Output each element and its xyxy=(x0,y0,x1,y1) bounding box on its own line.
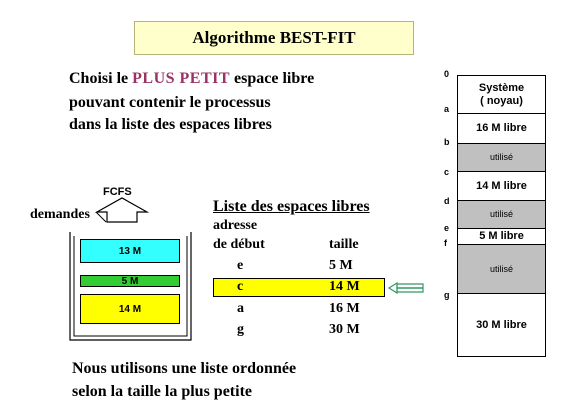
address-label: g xyxy=(444,290,450,300)
row-address: e xyxy=(237,258,244,273)
row-size: 14 M xyxy=(329,279,360,294)
row-size: 30 M xyxy=(329,322,360,337)
row-size: 5 M xyxy=(329,258,353,273)
queue-item: 5 M xyxy=(80,275,180,287)
memory-block-free: 14 M libre xyxy=(457,171,546,201)
memory-block-free: 16 M libre xyxy=(457,113,546,144)
col-header-address: adresse xyxy=(213,218,258,233)
address-label: 0 xyxy=(444,69,450,79)
memory-block-system: Système ( noyau) xyxy=(457,75,546,114)
address-label: c xyxy=(444,167,450,177)
address-label: e xyxy=(444,223,450,233)
memory-block-free: 30 M libre xyxy=(457,293,546,357)
col-header-size: taille xyxy=(329,237,359,252)
col-header-address: de début xyxy=(213,237,265,252)
title-banner: Algorithme BEST-FIT xyxy=(134,21,414,55)
selected-row xyxy=(213,278,385,297)
footer-line-1: Nous utilisons une liste ordonnée xyxy=(72,360,297,377)
queue-item: 14 M xyxy=(80,294,180,324)
intro-line-1: Choisi le PLUS PETIT espace libre xyxy=(69,70,314,88)
footer-line-2: selon la taille la plus petite xyxy=(72,383,252,400)
memory-block-free: 5 M libre xyxy=(457,228,546,245)
fcfs-label: FCFS xyxy=(103,186,132,198)
address-label: a xyxy=(444,104,450,114)
intro-text: espace libre xyxy=(230,70,315,87)
memory-block-used: utilisé xyxy=(457,244,546,294)
memory-block-used: utilisé xyxy=(457,200,546,229)
address-label: d xyxy=(444,196,450,206)
intro-line-2: pouvant contenir le processus xyxy=(69,94,271,111)
queue-output-arrow xyxy=(94,197,150,223)
intro-line-3: dans la liste des espaces libres xyxy=(69,116,272,133)
demandes-label: demandes xyxy=(30,207,90,222)
intro-highlight: PLUS PETIT xyxy=(132,70,231,87)
page-title: Algorithme BEST-FIT xyxy=(192,28,356,47)
row-address: a xyxy=(237,301,244,316)
row-size: 16 M xyxy=(329,301,360,316)
queue-container xyxy=(69,232,192,341)
address-label: f xyxy=(444,238,447,248)
row-address: g xyxy=(237,322,244,337)
queue-item: 13 M xyxy=(80,239,180,263)
free-list-heading: Liste des espaces libres xyxy=(213,198,370,215)
demandes-pointer xyxy=(95,211,107,223)
row-address: c xyxy=(237,279,244,294)
intro-text: Choisi le xyxy=(69,70,133,87)
memory-block-used: utilisé xyxy=(457,143,546,172)
address-label: b xyxy=(444,137,450,147)
